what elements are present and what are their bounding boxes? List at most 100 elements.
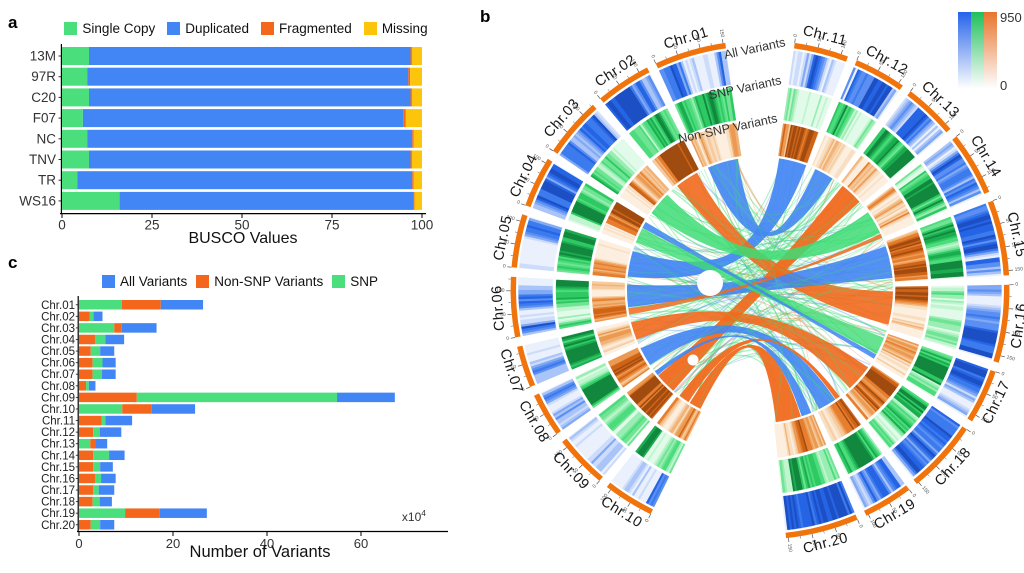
heatmap-stripe — [966, 271, 1002, 277]
heatmap-stripe — [924, 233, 957, 245]
heatmap-stripe — [708, 129, 722, 162]
heatmap-stripe — [854, 75, 873, 107]
heatmap-stripe — [659, 439, 678, 470]
heatmap-stripe — [556, 297, 589, 302]
coordinate-tick-label: 0 — [521, 387, 526, 394]
heatmap-stripe — [880, 349, 911, 367]
heatmap-stripe — [667, 65, 683, 99]
heatmap-stripe — [560, 245, 593, 256]
heatmap-stripe — [859, 379, 886, 404]
heatmap-stripe — [658, 438, 677, 469]
heatmap-stripe — [592, 294, 625, 299]
heatmap-stripe — [566, 343, 599, 357]
heatmap-stripe — [905, 181, 935, 202]
coordinate-tick-label: 0 — [649, 54, 656, 59]
busco-bar-segment — [89, 47, 411, 65]
heatmap-stripe — [565, 342, 598, 355]
heatmap-stripe — [571, 209, 603, 225]
heatmap-stripe — [546, 173, 579, 193]
heatmap-stripe — [804, 92, 816, 126]
heatmap-stripe — [899, 442, 925, 469]
heatmap-stripe — [594, 313, 628, 323]
thin-link — [735, 159, 883, 244]
heatmap-stripe — [858, 471, 878, 503]
heatmap-stripe — [594, 256, 628, 266]
heatmap-stripe — [867, 370, 895, 393]
heatmap-stripe — [914, 362, 945, 379]
coordinate-tick — [521, 203, 526, 206]
legend-swatch — [64, 22, 78, 35]
coordinate-tick — [878, 66, 881, 71]
heatmap-stripe — [967, 284, 1002, 289]
coordinate-tick — [952, 448, 957, 452]
heatmap-stripe — [520, 315, 555, 323]
heatmap-stripe — [787, 495, 795, 530]
heatmap-stripe — [663, 440, 681, 471]
heatmap-stripe — [891, 397, 919, 421]
coordinate-tick-label: 50 — [500, 312, 506, 319]
busco-bar-segment — [413, 129, 422, 148]
heatmap-stripe — [587, 381, 617, 402]
heatmap-stripe — [541, 378, 574, 396]
busco-x-tick-label: 100 — [411, 218, 434, 233]
heatmap-stripe — [702, 54, 714, 89]
heatmap-stripe — [900, 385, 930, 407]
coordinate-tick — [829, 48, 831, 51]
coordinate-tick — [959, 439, 962, 441]
heatmap-stripe — [882, 219, 914, 235]
heatmap-stripe — [884, 406, 910, 431]
coordinate-tick — [638, 508, 641, 512]
heatmap-stripe — [621, 460, 644, 490]
heatmap-stripe — [598, 394, 626, 417]
heatmap-track-nonsnp-Chr.20 — [774, 414, 827, 458]
heatmap-stripe — [877, 207, 908, 226]
heatmap-stripe — [593, 264, 627, 272]
heatmap-stripe — [598, 327, 631, 340]
heatmap-stripe — [882, 344, 914, 361]
heatmap-track-all-Chr.12 — [840, 67, 899, 121]
heatmap-stripe — [623, 189, 652, 211]
heatmap-stripe — [898, 389, 927, 411]
heatmap-stripe — [930, 307, 964, 314]
heatmap-stripe — [809, 94, 822, 127]
busco-bar-segment — [62, 67, 88, 86]
legend-swatch — [261, 22, 275, 35]
thin-link — [648, 216, 892, 286]
heatmap-stripe — [835, 401, 856, 430]
busco-bar-segment — [77, 171, 413, 190]
heatmap-track-snp-Chr.11 — [783, 87, 833, 130]
coordinate-tick — [547, 424, 551, 427]
heatmap-stripe — [913, 200, 945, 218]
chromosome-ring-Chr.03 — [552, 104, 597, 154]
heatmap-stripe — [631, 84, 652, 115]
heatmap-stripe — [598, 239, 631, 252]
variant-bar-segment — [105, 334, 125, 345]
heatmap-stripe — [878, 142, 903, 168]
heatmap-stripe — [556, 296, 589, 300]
heatmap-stripe — [563, 337, 597, 350]
heatmap-stripe — [890, 246, 923, 258]
heatmap-stripe — [591, 284, 625, 288]
heatmap-stripe — [556, 267, 590, 274]
heatmap-stripe — [595, 167, 623, 190]
heatmap-track-nonsnp-Chr.15 — [886, 229, 929, 282]
legend-item: Single Copy — [64, 21, 155, 36]
coordinate-tick — [526, 386, 531, 390]
synteny-ribbon — [627, 158, 807, 279]
heatmap-stripe — [674, 103, 691, 135]
coordinate-tick — [648, 514, 651, 519]
coordinate-tick — [936, 466, 940, 470]
heatmap-stripe — [628, 131, 652, 159]
panel-c-label: c — [8, 253, 18, 272]
heatmap-stripe — [595, 251, 629, 262]
heatmap-stripe — [889, 101, 914, 130]
heatmap-stripe — [924, 142, 954, 166]
heatmap-stripe — [870, 85, 891, 116]
heatmap-stripe — [602, 229, 634, 244]
heatmap-stripe — [802, 417, 816, 450]
heatmap-stripe — [710, 128, 723, 161]
coordinate-tick — [817, 43, 820, 48]
heatmap-stripe — [894, 303, 928, 310]
heatmap-stripe — [847, 71, 865, 104]
heatmap-stripe — [556, 302, 590, 308]
